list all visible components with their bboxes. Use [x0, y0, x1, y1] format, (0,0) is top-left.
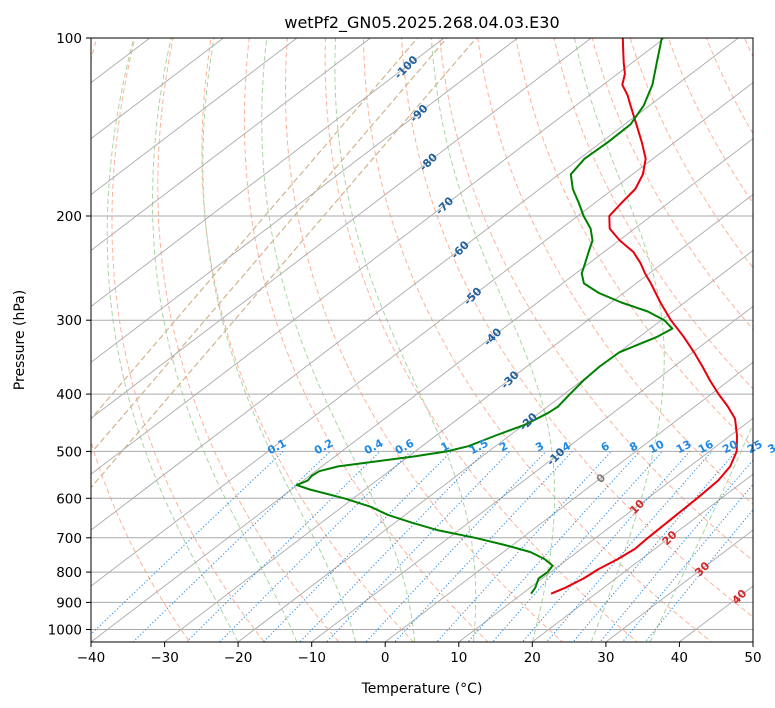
y-tick-label: 100 — [56, 31, 82, 47]
dry-adiabat — [324, 38, 639, 642]
moist-adiabat — [202, 38, 357, 642]
dry-adiabat — [91, 38, 191, 642]
x-tick-label: 30 — [597, 650, 614, 666]
y-tick-label: 300 — [56, 313, 82, 329]
mixing-ratio-line — [91, 451, 284, 635]
isotherm-line — [237, 249, 753, 642]
y-tick-label: 700 — [56, 531, 82, 547]
dry-adiabat — [591, 38, 753, 331]
dry-adiabat — [157, 38, 340, 642]
moist-adiabat — [334, 38, 477, 642]
isotherm-line — [531, 473, 753, 642]
isotherm-line — [91, 38, 225, 140]
x-tick-label: 40 — [671, 650, 688, 666]
x-tick-label: −40 — [77, 650, 106, 666]
mixing-ratio-line — [326, 451, 511, 642]
moist-adiabat — [573, 38, 665, 642]
x-tick-label: 50 — [744, 650, 761, 666]
x-tick-label: −30 — [150, 650, 179, 666]
mixing-ratio-label: 20 — [720, 437, 740, 456]
moist-adiabat — [152, 38, 298, 642]
mixing-ratio-label: 16 — [696, 437, 716, 456]
y-tick-label: 200 — [56, 209, 82, 225]
plot-frame — [90, 37, 754, 643]
mixing-ratio-line — [644, 509, 753, 642]
mixing-ratio-line — [219, 451, 412, 642]
isotherm-line — [91, 38, 298, 196]
mixing-ratio-label: 13 — [674, 438, 694, 457]
dry-adiabat — [477, 38, 753, 505]
y-axis-label: Pressure (hPa) — [12, 290, 28, 390]
isotherm-line — [605, 529, 753, 642]
dry-adiabat — [439, 38, 753, 562]
mixing-ratio-label: 30 — [766, 437, 775, 456]
y-tick-label: 900 — [56, 595, 82, 611]
mixing-ratio-line — [572, 451, 737, 642]
y-tick-label: 600 — [56, 491, 82, 507]
mixing-ratio-line — [185, 451, 381, 642]
mixing-ratio-line — [132, 451, 331, 642]
chart-title: wetPf2_GN05.2025.268.04.03.E30 — [284, 13, 559, 33]
isotherm-line — [91, 38, 592, 419]
isotherm-line — [91, 82, 753, 587]
isotherm-line — [91, 38, 445, 308]
x-tick-label: 20 — [524, 650, 541, 666]
isotherm-line — [91, 38, 372, 252]
isotherm-line — [458, 417, 753, 642]
moist-adiabat — [106, 38, 239, 642]
x-axis-label: Temperature (°C) — [361, 681, 483, 697]
y-tick-label: 500 — [56, 444, 82, 460]
mixing-ratio-line — [599, 459, 753, 642]
isotherm-line — [163, 194, 753, 642]
x-tick-label: −20 — [224, 650, 253, 666]
dry-adiabat — [111, 38, 265, 642]
temperature-line — [550, 38, 738, 595]
mixing-ratio-line — [467, 451, 641, 642]
mixing-ratio-line — [621, 483, 753, 642]
mixing-ratio-label: 10 — [647, 437, 667, 456]
moist-adiabat — [649, 423, 753, 642]
mixing-ratio-label: 25 — [745, 438, 765, 457]
isotherm-line — [91, 38, 519, 363]
isotherm-line — [91, 138, 753, 642]
dry-adiabat — [201, 38, 415, 642]
isotherm-line — [310, 305, 753, 642]
y-tick-label: 800 — [56, 565, 82, 581]
dry-adiabat — [401, 38, 753, 618]
x-tick-label: 10 — [450, 650, 467, 666]
dewpoint-line — [295, 38, 674, 595]
mixing-ratio-line — [492, 451, 663, 642]
dry-adiabat — [553, 38, 753, 390]
moist-adiabat — [430, 38, 556, 642]
isotherm-line — [91, 38, 666, 475]
y-tick-label: 1000 — [48, 623, 82, 639]
x-tick-label: 0 — [381, 650, 390, 666]
x-tick-label: −10 — [297, 650, 326, 666]
isotherm-line — [91, 38, 740, 531]
mixing-ratio-line — [262, 451, 452, 642]
y-tick-label: 400 — [56, 387, 82, 403]
